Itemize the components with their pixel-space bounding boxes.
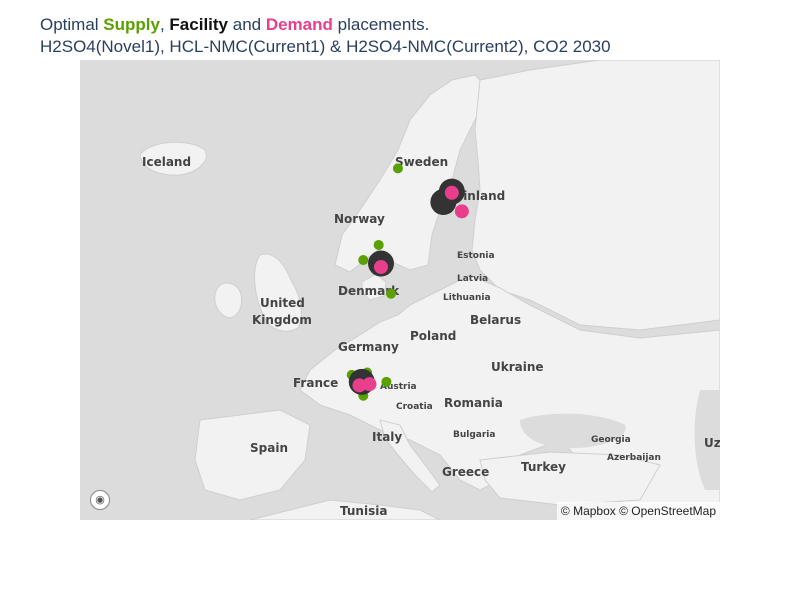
label-denmark: Denmark — [338, 284, 400, 298]
label-ukraine: Ukraine — [491, 360, 544, 374]
label-france: France — [293, 376, 338, 390]
label-finland: Finland — [455, 189, 505, 203]
label-austria: Austria — [380, 382, 417, 392]
label-germany: Germany — [338, 340, 399, 354]
chart-subtitle: H2SO4(Novel1), HCL-NMC(Current1) & H2SO4… — [40, 37, 611, 56]
label-belarus: Belarus — [470, 313, 521, 327]
supply-marker[interactable] — [373, 239, 384, 250]
label-turkey: Turkey — [521, 460, 566, 474]
title-prefix: Optimal — [40, 15, 104, 34]
label-norway: Norway — [334, 212, 385, 226]
supply-marker[interactable] — [386, 288, 397, 299]
label-romania: Romania — [444, 396, 503, 410]
label-tunisia: Tunisia — [340, 504, 387, 518]
label-kingdom: Kingdom — [252, 313, 312, 327]
title-sep2: and — [228, 15, 266, 34]
title-sep1: , — [159, 15, 170, 34]
title-suffix: placements. — [332, 15, 430, 34]
map-attribution[interactable]: © Mapbox © OpenStreetMap — [556, 502, 720, 520]
supply-marker[interactable] — [392, 163, 403, 174]
label-iceland: Iceland — [142, 155, 191, 169]
map-view[interactable]: Iceland Sweden Finland Norway Estonia La… — [80, 60, 720, 520]
label-spain: Spain — [250, 441, 288, 455]
demand-marker[interactable] — [444, 185, 459, 200]
label-georgia: Georgia — [591, 435, 631, 445]
label-lithuania: Lithuania — [443, 293, 491, 303]
marker-layer — [346, 163, 469, 401]
label-uz: Uz — [704, 436, 720, 450]
demand-marker[interactable] — [454, 204, 469, 219]
demand-marker[interactable] — [362, 377, 377, 392]
demand-marker[interactable] — [374, 260, 388, 274]
mapbox-logo-icon[interactable]: ◉ — [90, 490, 110, 510]
label-croatia: Croatia — [396, 402, 433, 412]
label-united: United — [260, 296, 305, 310]
label-italy: Italy — [372, 430, 402, 444]
title-demand: Demand — [265, 15, 333, 34]
title-supply: Supply — [103, 15, 160, 34]
label-greece: Greece — [442, 465, 489, 479]
map-canvas: Iceland Sweden Finland Norway Estonia La… — [80, 60, 720, 520]
chart-title: Optimal Supply, Facility and Demand plac… — [40, 14, 611, 58]
label-estonia: Estonia — [457, 251, 495, 261]
label-latvia: Latvia — [457, 274, 488, 284]
label-poland: Poland — [410, 329, 456, 343]
supply-marker[interactable] — [358, 255, 369, 266]
supply-marker[interactable] — [381, 376, 392, 387]
title-facility: Facility — [169, 15, 229, 34]
label-sweden: Sweden — [395, 155, 448, 169]
label-azerbaijan: Azerbaijan — [607, 453, 661, 463]
label-bulgaria: Bulgaria — [453, 430, 495, 440]
